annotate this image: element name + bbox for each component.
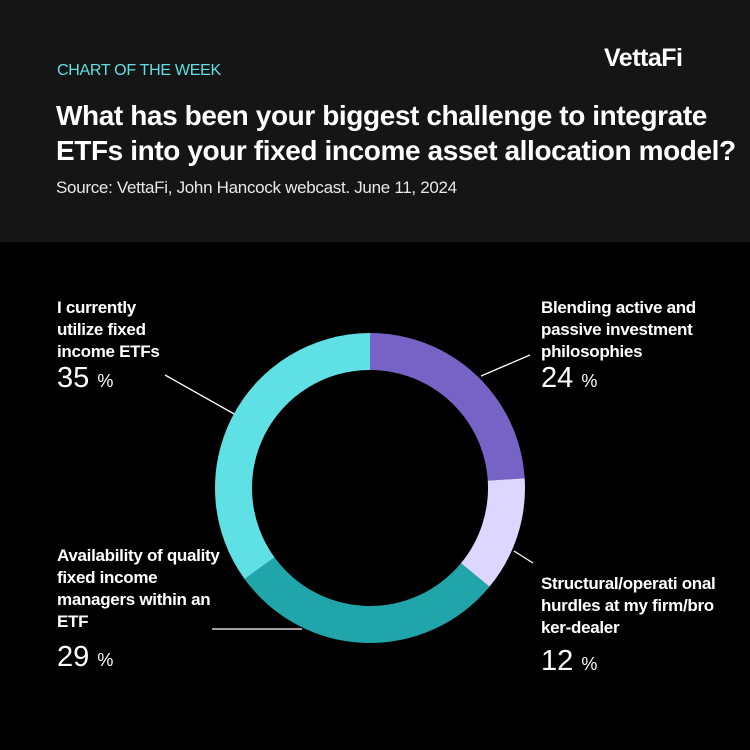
label-currently-utilize: I currently utilize fixed income ETFs	[57, 298, 160, 361]
pct-availability: 29 %	[57, 641, 113, 674]
pct-unit: %	[581, 371, 598, 391]
leader-line-12	[513, 550, 534, 564]
label-availability: Availability of quality fixed income man…	[57, 546, 220, 631]
header: CHART OF THE WEEK VettaFi What has been …	[0, 0, 750, 242]
pct-unit: %	[97, 371, 114, 391]
donut-slice-0	[370, 333, 525, 481]
pct-value: 24	[541, 362, 574, 394]
vettafi-logo: VettaFi	[604, 44, 683, 72]
donut-slice-2	[244, 557, 490, 644]
pct-currently-utilize: 35 %	[57, 362, 113, 395]
pct-blending: 24 %	[541, 362, 597, 395]
pct-value: 29	[57, 641, 90, 673]
chart-title: What has been your biggest challenge to …	[56, 100, 736, 166]
pct-value: 35	[57, 362, 90, 394]
source-note: Source: VettaFi, John Hancock webcast. J…	[56, 178, 457, 197]
label-blending: Blending active and passive investment p…	[541, 298, 696, 361]
leader-line-35	[164, 374, 237, 416]
kicker: CHART OF THE WEEK	[57, 62, 221, 79]
pct-structural: 12 %	[541, 645, 597, 678]
pct-unit: %	[97, 650, 114, 670]
leader-line-24	[480, 354, 531, 377]
donut-slice-1	[460, 478, 525, 587]
label-structural: Structural/operati onal hurdles at my fi…	[541, 574, 716, 637]
pct-unit: %	[581, 654, 598, 674]
pct-value: 12	[541, 645, 574, 677]
donut-slice-3	[215, 333, 370, 580]
